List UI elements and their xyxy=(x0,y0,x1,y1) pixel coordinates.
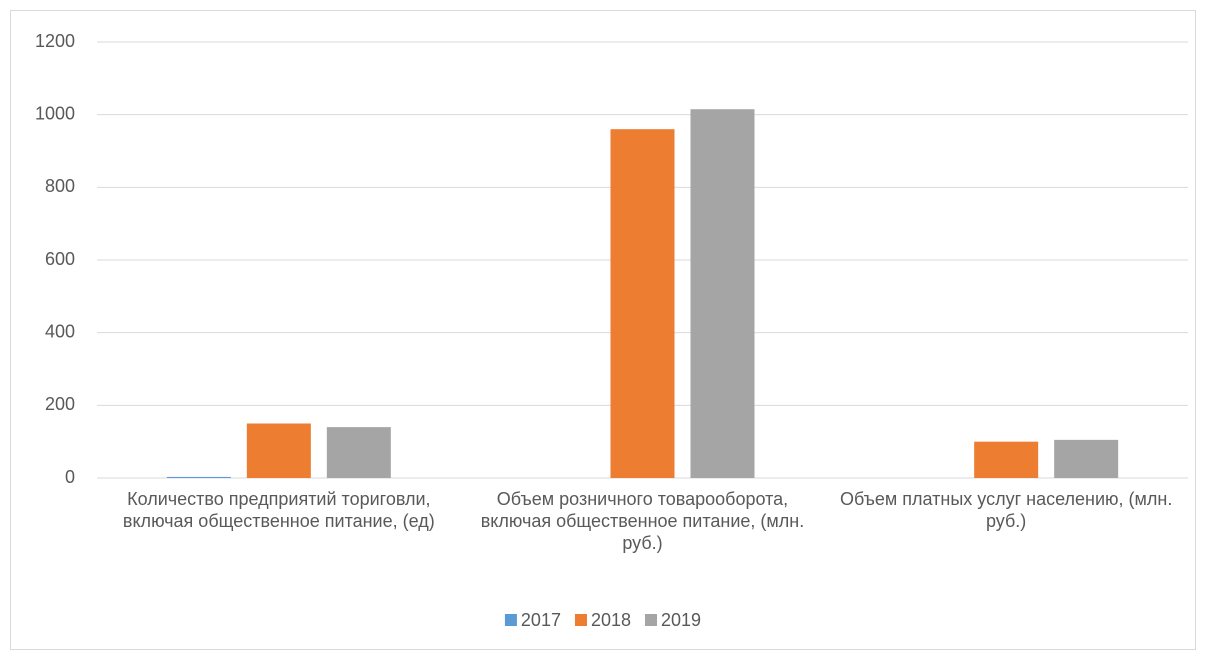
bar xyxy=(690,109,755,478)
y-tick-label: 1200 xyxy=(35,31,75,51)
y-tick-label: 0 xyxy=(65,467,75,487)
legend-label: 2019 xyxy=(661,610,701,630)
x-tick-label: Объем розничного товарооборота, включая … xyxy=(480,489,805,553)
y-tick-label: 600 xyxy=(45,249,75,269)
x-tick-label: Объем платных услуг населению, (млн. руб… xyxy=(839,489,1173,531)
chart-border xyxy=(10,10,1196,650)
legend-label: 2018 xyxy=(591,610,631,630)
y-tick-label: 800 xyxy=(45,176,75,196)
bar xyxy=(166,476,231,478)
y-tick-label: 200 xyxy=(45,394,75,414)
x-tick-label: Количество предприятий ториговли, включа… xyxy=(122,489,435,531)
y-tick-label: 400 xyxy=(45,321,75,341)
legend-swatch xyxy=(574,614,587,626)
bar xyxy=(246,423,311,478)
bar xyxy=(1054,439,1119,478)
legend-swatch xyxy=(504,614,517,626)
legend-label: 2017 xyxy=(521,610,561,630)
bar xyxy=(610,129,675,478)
bar xyxy=(974,441,1039,478)
bar xyxy=(326,427,391,478)
legend-swatch xyxy=(645,614,658,626)
y-tick-label: 1000 xyxy=(35,103,75,123)
